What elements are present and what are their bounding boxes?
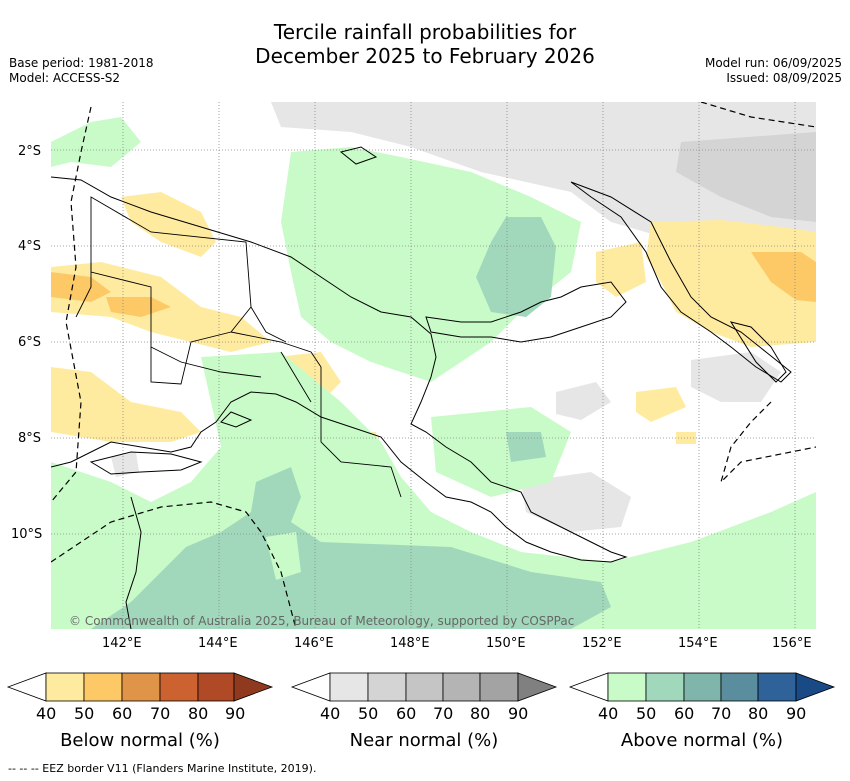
title-line-2: December 2025 to February 2026 [255,44,595,68]
new-guinea-coast [51,176,628,563]
map-credit: © Commonwealth of Australia 2025, Bureau… [69,614,574,628]
below-tick-80: 80 [188,704,209,723]
lat-label-4s: 4°S [18,239,42,254]
model-info: Base period: 1981-2018 Model: ACCESS-S2 [9,56,154,86]
near-tick-50: 50 [358,704,379,723]
graticule [51,102,816,629]
title-line-1: Tercile rainfall probabilities for [273,20,577,44]
near-tick-40: 40 [320,704,341,723]
below-tick-60: 60 [112,704,133,723]
above-color-1 [607,672,647,702]
lon-label-156e: 156°E [772,636,812,651]
lat-label-2s: 2°S [18,144,42,159]
legend-title-above-normal: Above normal (%) [620,730,784,751]
legend-near-normal [290,672,558,702]
near-color-2 [367,672,407,702]
lon-label-150e: 150°E [486,636,526,651]
below-tick-40: 40 [36,704,57,723]
below-color-1 [45,672,85,702]
above-color-0 [568,672,609,702]
legend-below-normal [6,672,274,702]
lat-label-10s: 10°S [11,527,43,542]
above-tick-80: 80 [748,704,769,723]
near-color-4 [442,672,481,702]
lat-label-8s: 8°S [18,431,42,446]
coastlines [51,146,792,629]
lon-label-146e: 146°E [294,636,334,651]
above-tick-50: 50 [636,704,657,723]
probability-map: © Commonwealth of Australia 2025, Bureau… [51,102,816,629]
below-color-0 [6,672,47,702]
near-color-0 [290,672,331,702]
legend-title-below-normal: Below normal (%) [60,730,220,751]
below-color-6 [233,672,274,702]
model-name: Model: ACCESS-S2 [9,71,121,85]
near-color-5 [479,672,519,702]
new-britain-coast [425,281,627,343]
near-tick-70: 70 [433,704,454,723]
eez-footnote: -- -- -- EEZ border V11 (Flanders Marine… [8,762,317,775]
above-color-6 [795,672,836,702]
torres-strait-coast [89,451,203,475]
above-normal-areas [51,117,816,629]
model-run-date: Model run: 06/09/2025 [704,56,842,70]
below-color-2 [83,672,123,702]
lon-label-154e: 154°E [678,636,718,651]
above-tick-90: 90 [786,704,807,723]
near-color-6 [517,672,558,702]
issued-date: Issued: 08/09/2025 [726,71,842,85]
base-period: Base period: 1981-2018 [9,56,154,70]
lon-label-144e: 144°E [198,636,238,651]
near-tick-90: 90 [508,704,529,723]
above-color-4 [720,672,759,702]
above-tick-70: 70 [711,704,732,723]
near-normal-areas [111,102,816,532]
below-tick-50: 50 [74,704,95,723]
legend-above-normal [568,672,836,702]
lon-label-152e: 152°E [582,636,622,651]
above-tick-60: 60 [674,704,695,723]
lon-label-142e: 142°E [102,636,142,651]
province-borders [75,196,402,498]
map-title: Tercile rainfall probabilities for Decem… [0,20,850,68]
below-color-3 [121,672,161,702]
new-ireland-coast [570,181,792,383]
run-info: Model run: 06/09/2025 Issued: 08/09/2025 [705,56,842,86]
fly-river-delta [220,411,253,428]
above-color-5 [757,672,797,702]
below-color-5 [197,672,235,702]
near-tick-60: 60 [396,704,417,723]
lat-label-6s: 6°S [18,335,42,350]
above-color-3 [683,672,722,702]
near-color-1 [329,672,369,702]
lon-label-148e: 148°E [390,636,430,651]
manus-coast [339,146,378,165]
legend-title-near-normal: Near normal (%) [349,730,499,751]
above-tick-40: 40 [598,704,619,723]
cape-york-coast [125,496,142,629]
near-tick-80: 80 [470,704,491,723]
below-color-4 [159,672,199,702]
below-tick-90: 90 [225,704,246,723]
near-color-3 [405,672,444,702]
above-color-2 [645,672,685,702]
bougainville-coast [729,321,787,383]
below-tick-70: 70 [150,704,171,723]
eez-borders [51,102,816,629]
legend-colorbars [6,672,836,702]
legend-ticks: 40 50 60 70 80 90 40 50 60 70 80 90 40 5… [0,704,850,726]
